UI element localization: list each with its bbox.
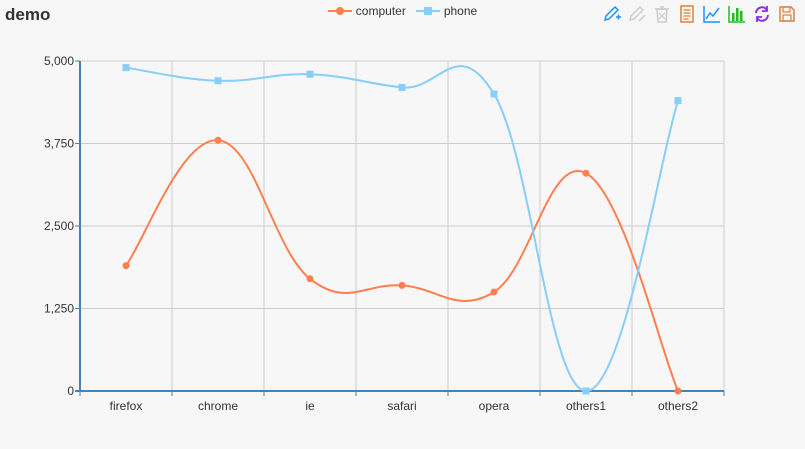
series-line-computer [125,139,679,392]
data-point-phone [398,83,406,91]
y-tick-label: 1,250 [44,302,74,316]
data-point-computer [214,136,222,144]
legend-label-phone: phone [443,4,478,18]
data-points [122,64,682,395]
series-lines [125,65,679,393]
data-point-computer [306,275,314,283]
legend-label-computer: computer [355,4,406,18]
chart-title: demo [5,5,51,24]
x-tick-label: others2 [658,399,698,413]
line-chart-icon[interactable] [702,4,722,24]
y-tick-label: 3,750 [44,137,74,151]
y-tick-label: 2,500 [44,219,74,233]
data-point-computer [122,262,130,270]
y-tick-label: 0 [67,384,74,398]
data-point-computer [398,281,406,289]
legend-phone-symbol-icon [415,7,440,15]
save-image-icon[interactable] [777,4,797,24]
data-point-computer [582,169,590,177]
x-tick-label: chrome [198,399,238,413]
data-point-phone [214,77,222,85]
data-view-icon[interactable] [677,4,697,24]
bar-chart-icon[interactable] [727,4,747,24]
grid-lines [79,60,725,392]
y-tick-label: 5,000 [44,54,74,68]
data-point-phone [122,64,130,72]
data-point-computer [490,288,498,296]
legend: computer phone [0,4,805,18]
legend-item-phone[interactable]: phone [415,4,478,18]
restore-icon[interactable] [752,4,772,24]
axes [75,60,725,396]
data-point-computer [674,387,682,395]
x-tick-label: others1 [566,399,606,413]
data-point-phone [306,70,314,78]
legend-computer-symbol-icon [327,7,352,15]
series-line-phone [125,65,679,393]
x-tick-label: firefox [110,399,143,413]
x-tick-label: opera [479,399,510,413]
x-tick-label: ie [305,399,315,413]
data-point-phone [674,97,682,105]
legend-item-computer[interactable]: computer [327,4,406,18]
toolbox [602,4,797,24]
mark-undo-icon[interactable] [627,4,647,24]
tick-labels: 0 1,250 2,500 3,750 5,000 firefox chrome ie safa… [44,54,698,413]
data-point-phone [582,387,590,395]
data-point-phone [490,90,498,98]
mark-clear-icon[interactable] [652,4,672,24]
mark-icon[interactable] [602,4,622,24]
x-tick-label: safari [387,399,416,413]
